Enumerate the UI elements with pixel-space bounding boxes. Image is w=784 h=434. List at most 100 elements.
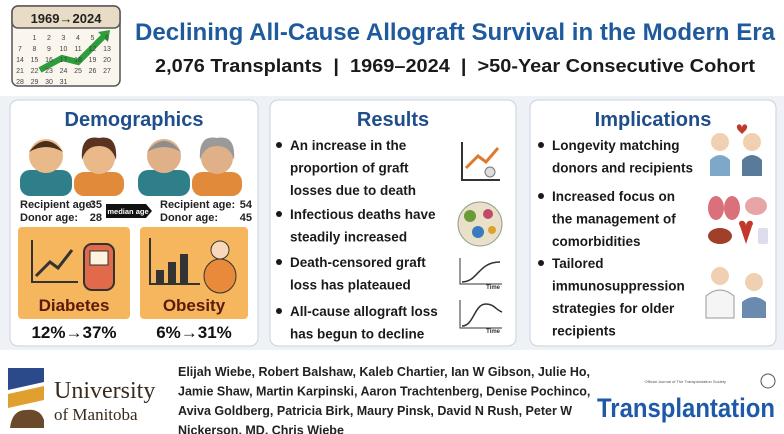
calendar-day: 24 bbox=[60, 68, 68, 75]
organs-icon bbox=[708, 196, 768, 244]
calendar-day: 22 bbox=[31, 68, 39, 75]
calendar-day: 27 bbox=[103, 68, 111, 75]
bullet-text: loss has plateaued bbox=[290, 278, 411, 293]
value-label: 35 bbox=[90, 199, 102, 211]
decline-icon bbox=[459, 300, 503, 329]
calendar-day: 1 bbox=[33, 35, 37, 42]
bullet-text: steadily increased bbox=[290, 230, 407, 245]
calendar-day: 23 bbox=[45, 68, 53, 75]
doctor-icon bbox=[705, 267, 766, 319]
calendar-icon bbox=[11, 5, 121, 87]
calendar-day: 29 bbox=[31, 79, 39, 86]
calendar-day: 2 bbox=[47, 35, 51, 42]
calendar-day: 8 bbox=[33, 46, 37, 53]
calendar-day: 28 bbox=[16, 79, 24, 86]
calendar-day: 7 bbox=[18, 46, 22, 53]
author-line: Elijah Wiebe, Robert Balshaw, Kaleb Char… bbox=[178, 365, 590, 379]
label: Donor age: bbox=[160, 212, 218, 224]
calendar-day: 14 bbox=[16, 57, 24, 64]
median-arrow bbox=[106, 204, 152, 218]
calendar-day: 3 bbox=[62, 35, 66, 42]
calendar-day: 9 bbox=[47, 46, 51, 53]
card-label: Diabetes bbox=[39, 296, 110, 315]
bullet-text: An increase in the bbox=[290, 138, 407, 153]
panel-title: Demographics bbox=[65, 109, 204, 131]
bullet bbox=[276, 259, 282, 265]
people-older bbox=[138, 137, 242, 196]
median-label: median age bbox=[107, 207, 148, 216]
change-label: 12%→37% bbox=[31, 323, 116, 342]
calendar-day: 16 bbox=[45, 57, 53, 64]
panel bbox=[269, 99, 517, 347]
author-line: Aviva Goldberg, Patricia Birk, Maury Pin… bbox=[178, 404, 572, 418]
journal-note: Official Journal of The Transplantation … bbox=[645, 379, 726, 384]
change-label: 6%→31% bbox=[156, 323, 232, 342]
journal-name: Transplantation bbox=[597, 393, 775, 423]
bullet bbox=[276, 308, 282, 314]
bullet-text: comorbidities bbox=[552, 234, 641, 249]
axis-label: Time bbox=[486, 329, 501, 335]
bullet-text: has begun to decline bbox=[290, 327, 425, 342]
bullet bbox=[276, 211, 282, 217]
trend-icon bbox=[461, 142, 500, 181]
bullet bbox=[538, 193, 544, 199]
calendar-day: 10 bbox=[60, 46, 68, 53]
bullet-text: the management of bbox=[552, 212, 676, 227]
card-label: Obesity bbox=[163, 296, 226, 315]
bullet-text: strategies for older bbox=[552, 301, 675, 316]
bullet-text: donors and recipients bbox=[552, 161, 693, 176]
calendar-day: 6 bbox=[105, 35, 109, 42]
label: Recipient age: bbox=[160, 199, 235, 211]
calendar-day: 17 bbox=[60, 57, 68, 64]
calendar-day: 13 bbox=[103, 46, 111, 53]
bullet-text: proportion of graft bbox=[290, 161, 409, 176]
plateau-icon bbox=[459, 258, 502, 285]
subtitle: 2,076 Transplants | 1969–2024 | >50-Year… bbox=[155, 56, 755, 76]
calendar-day: 5 bbox=[91, 35, 95, 42]
value-label: 54 bbox=[240, 199, 253, 211]
calendar-day: 20 bbox=[103, 57, 111, 64]
bullet bbox=[538, 142, 544, 148]
label: Recipient age: bbox=[20, 199, 95, 211]
calendar-day: 4 bbox=[76, 35, 80, 42]
calendar-day: 30 bbox=[45, 79, 53, 86]
panel-title: Results bbox=[357, 109, 429, 131]
university-logo bbox=[8, 368, 44, 428]
university-sub: of Manitoba bbox=[54, 405, 138, 424]
calendar-label: 1969→2024 bbox=[31, 11, 103, 26]
calendar-day: 11 bbox=[74, 46, 81, 53]
bullet-text: Death-censored graft bbox=[290, 255, 426, 270]
title: Declining All-Cause Allograft Survival i… bbox=[135, 19, 776, 46]
society-seal bbox=[760, 373, 776, 389]
calendar-day: 26 bbox=[89, 68, 97, 75]
value-label: 45 bbox=[240, 212, 252, 224]
calendar-day: 12 bbox=[89, 46, 97, 53]
bullet-text: immunosuppression bbox=[552, 279, 685, 294]
calendar-day: 15 bbox=[31, 57, 39, 64]
obesity-card bbox=[140, 227, 248, 319]
author-line: Jamie Shaw, Martin Karpinski, Aaron Trac… bbox=[178, 385, 590, 399]
bullet-text: losses due to death bbox=[290, 183, 416, 198]
university-name: University bbox=[54, 378, 155, 404]
author-line: Nickerson, MD, Chris Wiebe bbox=[178, 424, 344, 434]
bullet-text: All-cause allograft loss bbox=[290, 304, 438, 319]
calendar-day: 25 bbox=[74, 68, 82, 75]
calendar-day: 18 bbox=[74, 57, 82, 64]
calendar-day: 31 bbox=[60, 79, 68, 86]
bullet bbox=[276, 142, 282, 148]
axis-label: Time bbox=[486, 285, 501, 291]
diabetes-card bbox=[18, 227, 130, 319]
bullet bbox=[538, 260, 544, 266]
calendar-day: 21 bbox=[16, 68, 24, 75]
people-young bbox=[20, 137, 124, 196]
bullet-text: Longevity matching bbox=[552, 138, 680, 153]
label: Donor age: bbox=[20, 212, 78, 224]
matching-icon bbox=[710, 124, 762, 176]
bullet-text: Increased focus on bbox=[552, 189, 675, 204]
value-label: 28 bbox=[90, 212, 102, 224]
calendar-day: 19 bbox=[89, 57, 97, 64]
bullet-text: Tailored bbox=[552, 256, 604, 271]
bullet-text: recipients bbox=[552, 324, 616, 339]
